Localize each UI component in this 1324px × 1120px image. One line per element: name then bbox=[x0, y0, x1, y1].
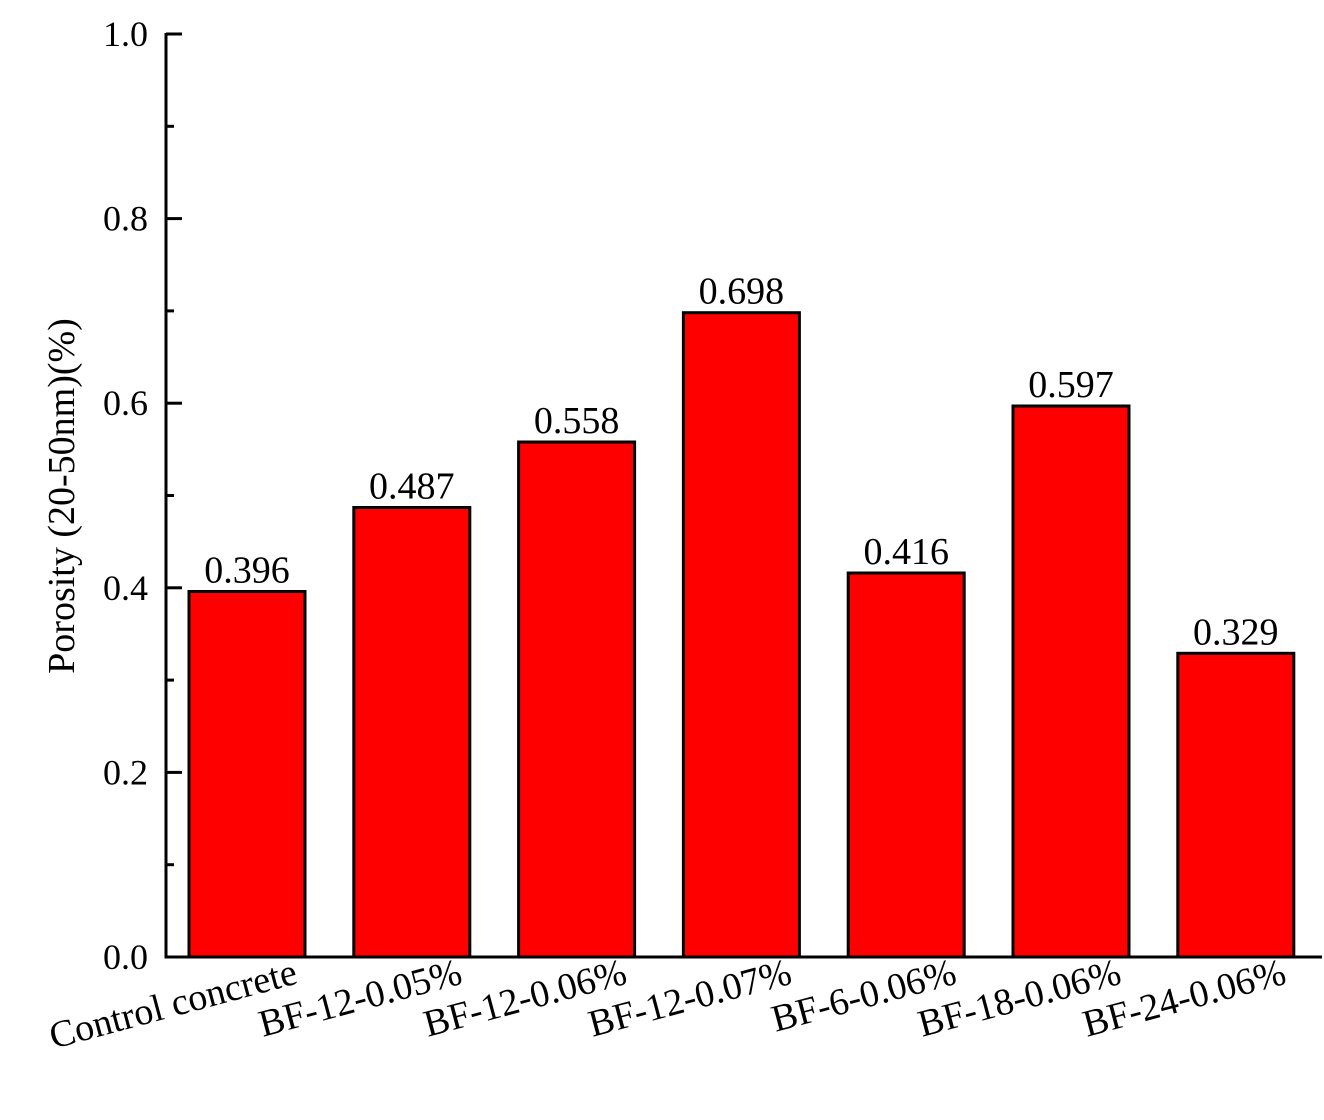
bar-value-label: 0.416 bbox=[863, 531, 949, 573]
y-tick-label: 0.4 bbox=[103, 568, 148, 608]
bar-6 bbox=[1011, 404, 1131, 959]
bar-value-label: 0.396 bbox=[204, 550, 290, 592]
bar-value-label: 0.698 bbox=[699, 271, 785, 313]
bar-5 bbox=[846, 571, 966, 959]
y-tick-label: 0.2 bbox=[103, 752, 148, 792]
bar-value-label: 0.487 bbox=[369, 466, 455, 508]
axes-group bbox=[164, 32, 1322, 959]
y-tick-label: 0.0 bbox=[103, 937, 148, 977]
bar-value-label: 0.329 bbox=[1193, 611, 1279, 653]
y-tick-label: 0.8 bbox=[103, 199, 148, 239]
bar-3 bbox=[517, 440, 637, 959]
bar-2 bbox=[352, 506, 472, 959]
bar-value-label: 0.558 bbox=[534, 400, 620, 442]
bars-group bbox=[187, 311, 1296, 959]
y-axis-title: Porosity (20-50nm)(%) bbox=[41, 318, 83, 674]
bar-4 bbox=[681, 311, 801, 959]
bar-value-label: 0.597 bbox=[1028, 364, 1114, 406]
y-tick-label: 0.6 bbox=[103, 383, 148, 423]
bar-1 bbox=[187, 590, 307, 959]
y-tick-label: 1.0 bbox=[103, 14, 148, 54]
bar-7 bbox=[1176, 651, 1296, 959]
